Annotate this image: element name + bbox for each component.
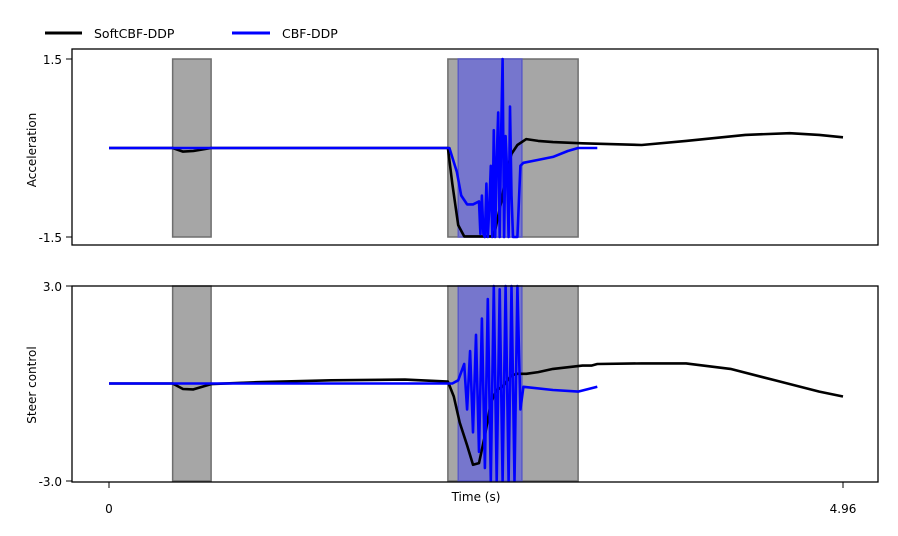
steer-axes-frame <box>71 285 879 483</box>
acceleration-ytick-label-top: 1.5 <box>43 53 62 67</box>
xtick-label-0: 0 <box>105 502 113 516</box>
x-axis-label: Time (s) <box>451 490 501 504</box>
legend: SoftCBF-DDP CBF-DDP <box>45 26 338 41</box>
acceleration-series-cbf-ddp <box>109 57 598 239</box>
legend-label-softcbf: SoftCBF-DDP <box>94 26 175 41</box>
steer-ytick-label-top: 3.0 <box>43 280 62 294</box>
legend-label-cbf: CBF-DDP <box>282 26 338 41</box>
steer-series-cbf-ddp <box>109 284 598 483</box>
acceleration-lines <box>109 57 844 239</box>
xtick-label-4-96: 4.96 <box>830 502 857 516</box>
steer-lines <box>109 284 844 483</box>
acceleration-ylabel: Acceleration <box>25 113 39 188</box>
steer-panel: 3.0 -3.0 Steer control 0 4.96 Time (s) <box>25 280 879 516</box>
steer-ytick-label-bottom: -3.0 <box>39 475 62 489</box>
acceleration-panel: 1.5 -1.5 Acceleration <box>25 48 879 246</box>
steer-series-softcbf-ddp <box>109 362 844 467</box>
acceleration-axes-frame <box>71 48 879 246</box>
steer-ylabel: Steer control <box>25 346 39 423</box>
acceleration-ytick-label-bottom: -1.5 <box>39 231 62 245</box>
